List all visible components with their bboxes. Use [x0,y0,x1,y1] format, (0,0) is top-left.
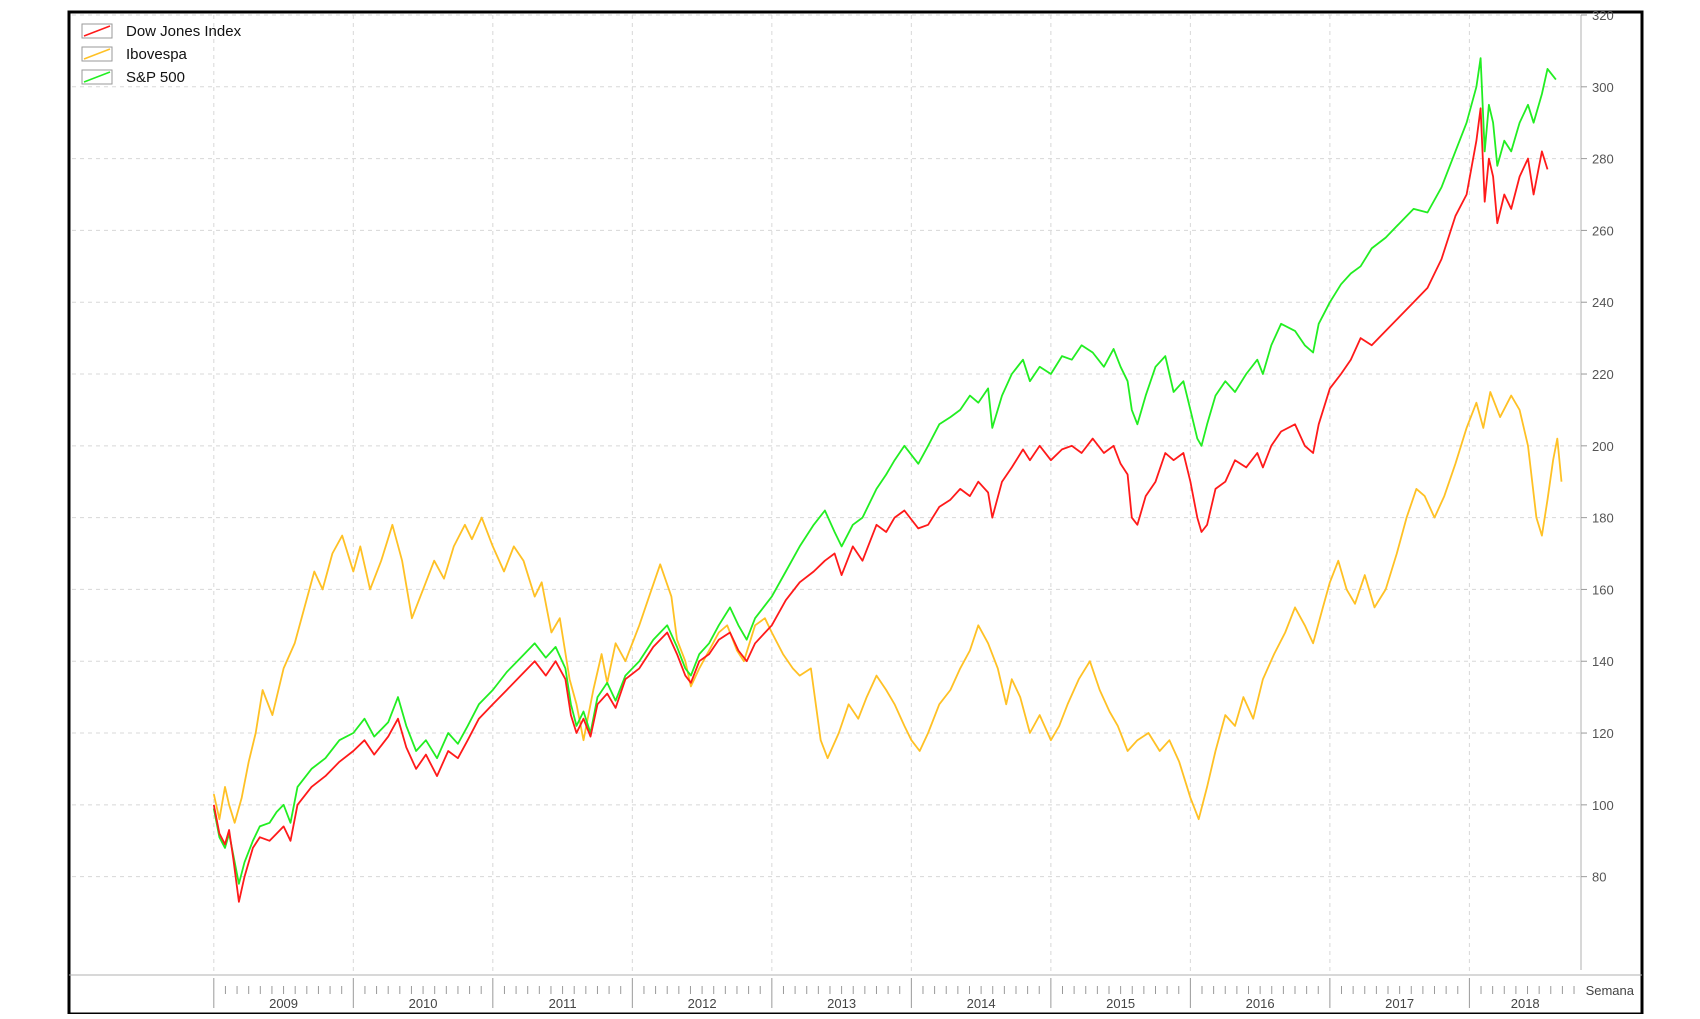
x-tick-label: 2010 [409,996,438,1011]
x-tick-label: 2011 [549,996,577,1011]
y-tick-label: 80 [1592,870,1606,885]
legend-item: Dow Jones Index [81,23,242,40]
x-tick-label: 2016 [1246,996,1275,1011]
y-tick-label: 120 [1592,726,1614,741]
legend-label: Ibovespa [126,46,188,63]
y-tick-label: 200 [1592,439,1614,454]
legend-label: Dow Jones Index [126,23,242,40]
y-tick-label: 140 [1592,654,1614,669]
y-tick-label: 280 [1592,152,1614,167]
legend-item: Ibovespa [81,46,188,63]
x-tick-label: 2015 [1106,996,1135,1011]
grid [72,14,1581,975]
series-line-s-p-500 [212,57,1557,885]
chart-frame [67,10,1644,1016]
y-tick-label: 320 [1592,8,1614,23]
legend-item: S&P 500 [81,69,185,86]
x-tick-label: 2018 [1511,996,1540,1011]
series-line-ibovespa [212,391,1563,824]
legend-label: S&P 500 [126,69,185,86]
y-tick-label: 220 [1592,367,1614,382]
x-tick-label: 2014 [967,996,996,1011]
y-tick-label: 180 [1592,511,1614,526]
series-layer [212,57,1563,903]
legend-swatch-line [83,48,111,60]
y-tick-label: 100 [1592,798,1614,813]
y-tick-label: 240 [1592,295,1614,310]
legend: Dow Jones Index Ibovespa S&P 500 [81,23,242,86]
legend-swatch-line [83,25,111,37]
y-tick-label: 300 [1592,80,1614,95]
y-tick-label: 160 [1592,582,1614,597]
series-line-dow-jones-index [212,107,1549,903]
y-axis: 80 100 120 140 160 180 200 220 240 260 280 300 320 [1581,8,1614,885]
x-tick-label: 2009 [269,996,298,1011]
legend-swatch-line [83,71,111,83]
x-tick-label: 2017 [1385,996,1414,1011]
x-axis-title: Semana [1586,983,1635,998]
x-tick-label: 2012 [688,996,717,1011]
x-tick-label: 2013 [827,996,856,1011]
x-axis: 2009 2010 2011 2012 2013 2014 2015 2016 2017 2018 [213,978,1575,1011]
y-tick-label: 260 [1592,223,1614,238]
